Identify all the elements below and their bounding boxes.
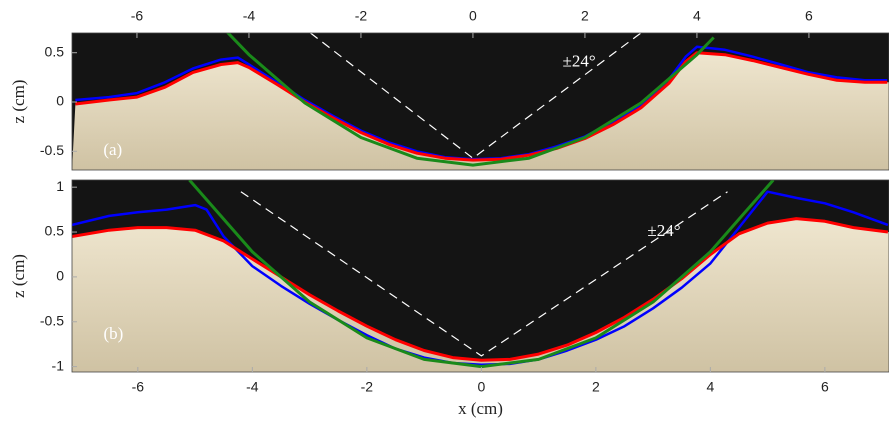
profile-line <box>225 33 715 167</box>
y-tick-label: 0 <box>56 268 64 284</box>
x-axis-label: x (cm) <box>458 399 503 418</box>
annotation: (b) <box>103 324 123 343</box>
x-tick-label: -4 <box>243 8 256 24</box>
sand-area <box>72 52 889 170</box>
guide-line <box>310 33 642 159</box>
y-tick-label: 0 <box>56 93 64 109</box>
guide-line <box>240 191 728 357</box>
y-tick-label: 1 <box>56 178 64 194</box>
x-tick-label: 2 <box>592 379 600 395</box>
x-tick-label: -6 <box>131 8 144 24</box>
x-tick-label: 4 <box>693 8 701 24</box>
annotation: ±24° <box>563 51 596 70</box>
y-axis-label: z (cm) <box>9 254 28 298</box>
y-axis-label: z (cm) <box>9 80 28 124</box>
x-tick-label: -6 <box>132 379 145 395</box>
profile-line <box>188 180 775 369</box>
x-tick-label: 4 <box>706 379 714 395</box>
axes-frame <box>71 179 889 373</box>
y-tick-label: 0.5 <box>45 223 65 239</box>
y-tick-label: -1 <box>52 357 65 373</box>
x-tick-label: 6 <box>805 8 813 24</box>
y-tick-label: -0.5 <box>40 312 64 328</box>
x-tick-label: -2 <box>355 8 368 24</box>
x-tick-label: -4 <box>246 379 259 395</box>
annotation: (a) <box>103 140 122 159</box>
y-tick-label: -0.5 <box>40 142 64 158</box>
x-tick-label: -2 <box>361 379 374 395</box>
profile-line <box>72 217 889 362</box>
y-tick-label: 0.5 <box>45 43 65 59</box>
plot-area <box>72 180 889 372</box>
sand-area <box>72 218 889 372</box>
x-tick-label: 2 <box>581 8 589 24</box>
x-tick-label: 6 <box>821 379 829 395</box>
x-tick-label: 0 <box>469 8 477 24</box>
profile-line <box>75 51 888 162</box>
annotation: ±24° <box>647 221 680 240</box>
x-tick-label: 0 <box>477 379 485 395</box>
plot-area <box>72 33 889 170</box>
